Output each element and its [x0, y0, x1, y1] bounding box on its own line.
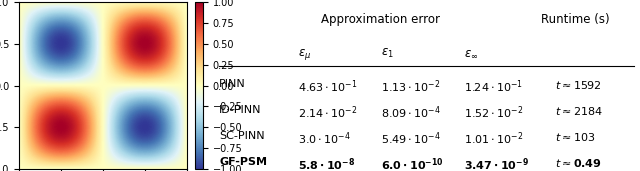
Text: $2.14 \cdot 10^{-2}$: $2.14 \cdot 10^{-2}$ [298, 105, 357, 121]
Text: $\epsilon_\infty$: $\epsilon_\infty$ [463, 47, 478, 60]
Text: $\epsilon_\mu$: $\epsilon_\mu$ [298, 47, 311, 62]
Text: $\mathbf{3.47 \cdot 10^{-9}}$: $\mathbf{3.47 \cdot 10^{-9}}$ [463, 157, 529, 171]
Text: $t \approx 1592$: $t \approx 1592$ [555, 79, 601, 91]
Text: $\mathbf{6.0 \cdot 10^{-10}}$: $\mathbf{6.0 \cdot 10^{-10}}$ [381, 157, 444, 171]
Text: Runtime (s): Runtime (s) [541, 14, 610, 27]
Text: $t \approx 103$: $t \approx 103$ [555, 131, 595, 143]
Text: $\mathbf{5.8 \cdot 10^{-8}}$: $\mathbf{5.8 \cdot 10^{-8}}$ [298, 157, 355, 171]
Text: PINN: PINN [219, 79, 246, 89]
Text: $1.24 \cdot 10^{-1}$: $1.24 \cdot 10^{-1}$ [463, 79, 523, 95]
Text: $t \approx \mathbf{0.49}$: $t \approx \mathbf{0.49}$ [555, 157, 602, 169]
Text: $5.49 \cdot 10^{-4}$: $5.49 \cdot 10^{-4}$ [381, 131, 441, 147]
Text: $1.01 \cdot 10^{-2}$: $1.01 \cdot 10^{-2}$ [463, 131, 524, 147]
Text: $8.09 \cdot 10^{-4}$: $8.09 \cdot 10^{-4}$ [381, 105, 441, 121]
Text: ID-PINN: ID-PINN [219, 105, 262, 115]
Text: $t \approx 2184$: $t \approx 2184$ [555, 105, 603, 117]
Text: SC-PINN: SC-PINN [219, 131, 265, 141]
Text: $1.52 \cdot 10^{-2}$: $1.52 \cdot 10^{-2}$ [463, 105, 524, 121]
Text: $3.0 \cdot 10^{-4}$: $3.0 \cdot 10^{-4}$ [298, 131, 351, 147]
Text: $1.13 \cdot 10^{-2}$: $1.13 \cdot 10^{-2}$ [381, 79, 440, 95]
Text: Approximation error: Approximation error [321, 14, 440, 27]
Text: $\epsilon_1$: $\epsilon_1$ [381, 47, 394, 60]
Text: GF-PSM: GF-PSM [219, 157, 267, 167]
Text: $4.63 \cdot 10^{-1}$: $4.63 \cdot 10^{-1}$ [298, 79, 358, 95]
